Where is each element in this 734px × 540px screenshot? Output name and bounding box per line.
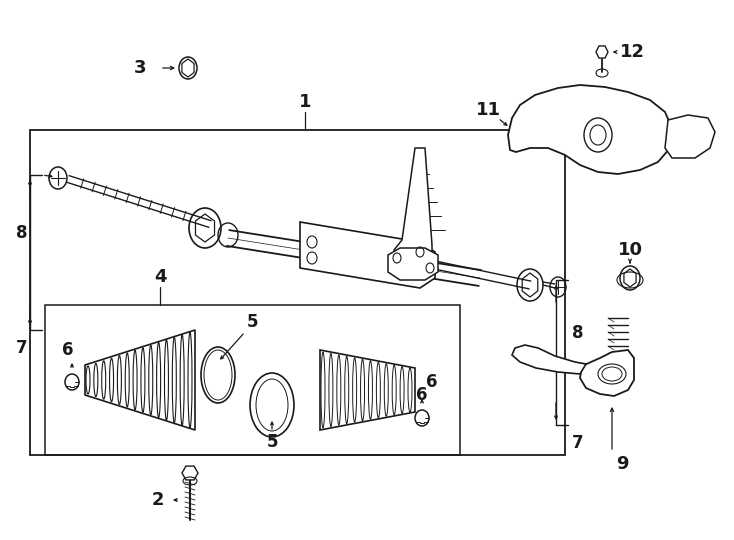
Text: 6: 6: [426, 373, 437, 391]
Text: 7: 7: [16, 339, 28, 357]
Text: 5: 5: [246, 313, 258, 331]
Polygon shape: [300, 222, 435, 288]
Polygon shape: [85, 330, 195, 430]
Text: 8: 8: [573, 323, 584, 341]
Polygon shape: [320, 350, 415, 430]
Bar: [30, 130, 565, 455]
Polygon shape: [665, 115, 715, 158]
Text: 10: 10: [617, 241, 642, 259]
Text: 6: 6: [62, 341, 73, 359]
Bar: [45, 305, 460, 455]
Text: 7: 7: [573, 434, 584, 452]
Polygon shape: [508, 85, 672, 174]
Polygon shape: [596, 46, 608, 58]
Text: 6: 6: [416, 386, 428, 404]
Polygon shape: [388, 248, 438, 280]
Polygon shape: [512, 345, 586, 374]
Polygon shape: [394, 148, 432, 263]
Text: 11: 11: [476, 101, 501, 119]
Text: 1: 1: [299, 93, 311, 111]
Polygon shape: [580, 350, 634, 396]
Text: 12: 12: [619, 43, 644, 61]
Text: 3: 3: [134, 59, 146, 77]
Text: 8: 8: [16, 224, 28, 241]
Text: 2: 2: [152, 491, 164, 509]
Text: 5: 5: [266, 433, 277, 451]
Text: 9: 9: [616, 455, 628, 473]
Text: 4: 4: [153, 268, 166, 286]
Polygon shape: [182, 466, 198, 480]
